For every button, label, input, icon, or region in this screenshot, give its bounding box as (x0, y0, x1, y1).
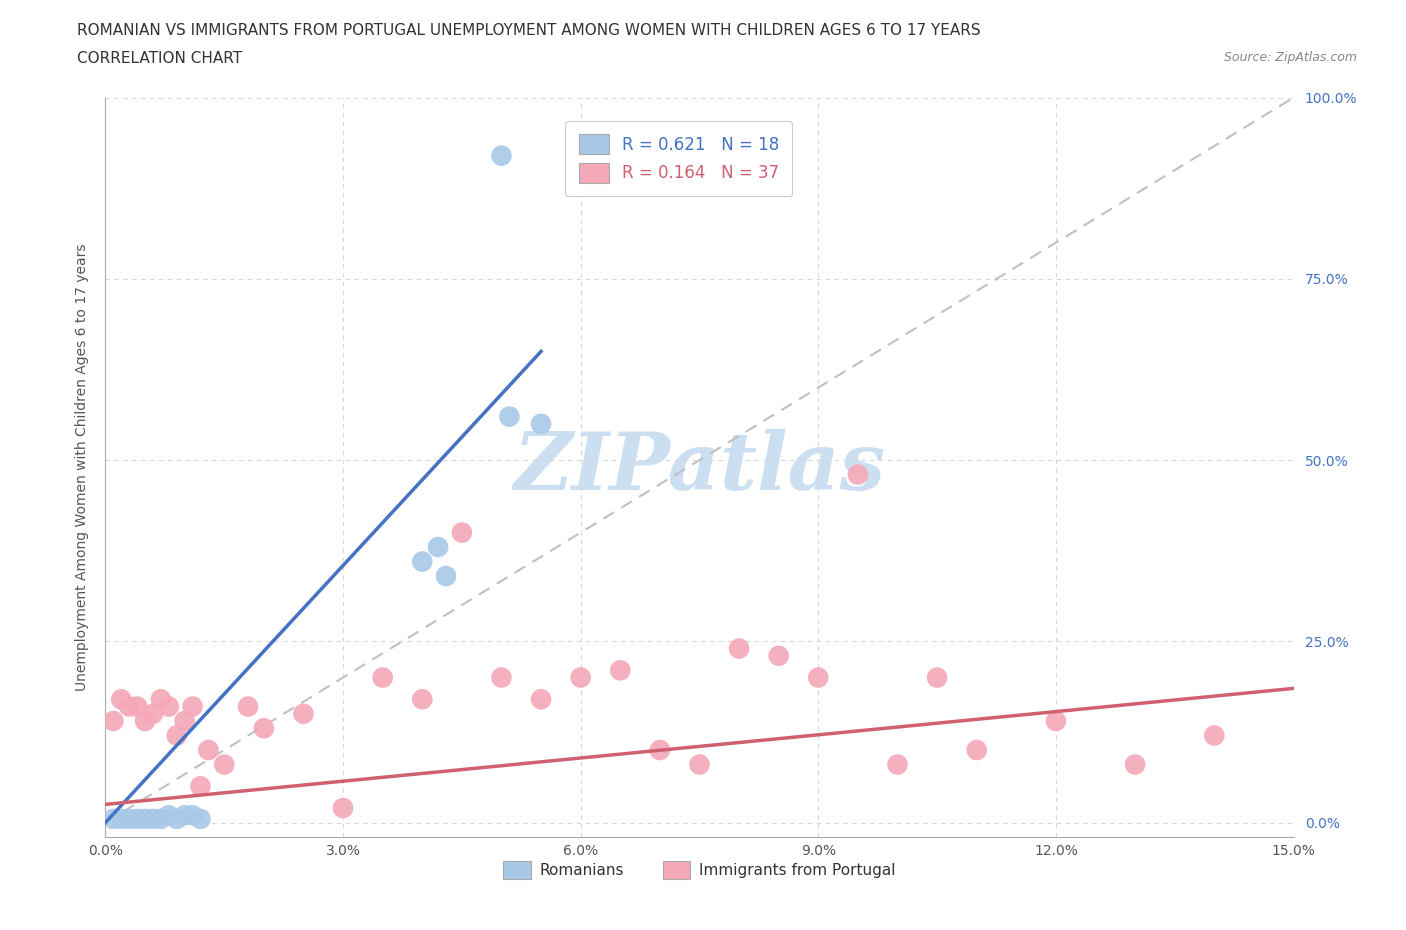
Legend: Romanians, Immigrants from Portugal: Romanians, Immigrants from Portugal (498, 855, 901, 884)
Point (1045, 713, 1067, 728)
Point (110, 692, 132, 707)
Point (236, 699, 259, 714)
Point (648, 742, 671, 757)
Point (190, 812, 212, 827)
Point (530, 692, 553, 707)
Point (498, 409, 520, 424)
Point (768, 648, 790, 663)
Point (157, 699, 180, 714)
Point (214, 757, 236, 772)
Point (181, 699, 204, 714)
Point (332, 801, 354, 816)
Text: CORRELATION CHART: CORRELATION CHART (77, 51, 242, 66)
Point (292, 707, 315, 722)
Point (450, 525, 472, 540)
Point (728, 641, 751, 656)
Y-axis label: Unemployment Among Women with Children Ages 6 to 17 years: Unemployment Among Women with Children A… (76, 244, 90, 691)
Point (609, 663, 631, 678)
Point (411, 692, 433, 707)
Point (190, 778, 212, 793)
Point (569, 671, 592, 685)
Point (846, 467, 869, 482)
Point (411, 554, 433, 569)
Point (127, 699, 149, 714)
Point (1123, 757, 1146, 772)
Point (807, 671, 830, 685)
Point (110, 812, 132, 827)
Point (1204, 728, 1226, 743)
Text: ROMANIAN VS IMMIGRANTS FROM PORTUGAL UNEMPLOYMENT AMONG WOMEN WITH CHILDREN AGES: ROMANIAN VS IMMIGRANTS FROM PORTUGAL UNE… (77, 23, 981, 38)
Point (142, 707, 165, 722)
Point (149, 812, 172, 827)
Point (166, 812, 188, 827)
Text: ZIPatlas: ZIPatlas (513, 429, 886, 506)
Text: Source: ZipAtlas.com: Source: ZipAtlas.com (1223, 51, 1357, 64)
Point (491, 671, 513, 685)
Point (173, 713, 195, 728)
Point (134, 713, 156, 728)
Point (491, 148, 513, 163)
Point (118, 812, 141, 827)
Point (157, 808, 180, 823)
Point (966, 742, 988, 757)
Point (253, 721, 276, 736)
Point (134, 812, 156, 827)
Point (173, 808, 195, 823)
Point (371, 671, 394, 685)
Point (925, 671, 948, 685)
Point (886, 757, 908, 772)
Point (166, 728, 188, 743)
Point (181, 808, 204, 823)
Point (103, 713, 125, 728)
Point (434, 568, 457, 583)
Point (142, 812, 165, 827)
Point (197, 742, 219, 757)
Point (127, 812, 149, 827)
Point (103, 812, 125, 827)
Point (689, 757, 711, 772)
Point (118, 699, 141, 714)
Point (530, 417, 553, 432)
Point (149, 692, 172, 707)
Point (427, 539, 450, 554)
